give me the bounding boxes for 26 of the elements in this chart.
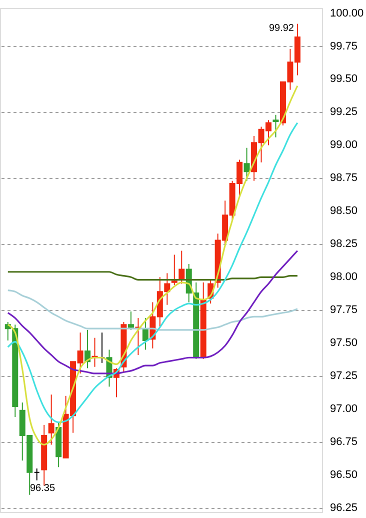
y-tick-label: 99.75	[330, 40, 358, 52]
y-tick-label: 97.75	[330, 304, 358, 316]
line-series	[7, 122, 298, 424]
candlestick	[244, 147, 250, 182]
candlestick	[272, 114, 279, 138]
y-tick-label: 98.00	[330, 271, 358, 284]
y-tick-label: 98.50	[330, 205, 358, 218]
candlestick	[48, 394, 54, 446]
y-tick-label: 97.00	[330, 403, 358, 416]
y-tick-label: 97.50	[330, 337, 358, 350]
y-tick-label: 96.50	[330, 469, 358, 482]
y-tick-label: 99.25	[330, 106, 358, 118]
y-tick-label: 100.00	[330, 7, 364, 20]
candlestick	[178, 250, 185, 284]
candlestick	[128, 310, 134, 330]
candlestick	[34, 468, 40, 481]
annotation: 96.35	[30, 483, 56, 494]
y-tick-label: 99.50	[330, 73, 358, 86]
candlestick	[171, 254, 178, 286]
y-tick-label: 96.25	[330, 502, 358, 514]
annotation: 99.92	[268, 23, 294, 34]
y-tick-label: 98.25	[330, 238, 358, 250]
y-tick-label: 97.25	[330, 370, 358, 382]
y-tick-label: 98.75	[330, 172, 358, 184]
y-tick-label: 99.00	[330, 139, 358, 152]
y-tick-label: 96.75	[330, 436, 358, 448]
